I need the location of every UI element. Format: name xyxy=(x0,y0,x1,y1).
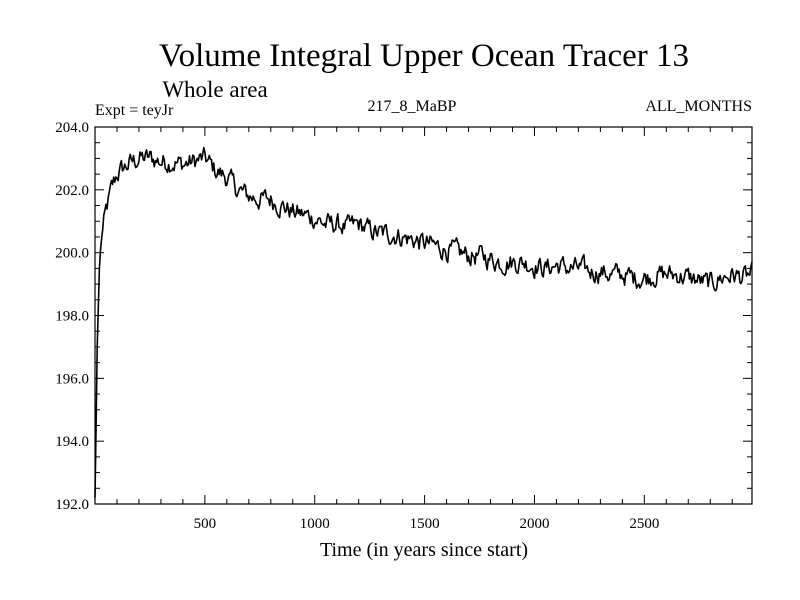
x-tick-label: 2500 xyxy=(629,516,659,532)
y-tick-label: 202.0 xyxy=(55,183,89,199)
y-tick-label: 198.0 xyxy=(55,309,89,325)
annotation-months: ALL_MONTHS xyxy=(645,98,752,115)
x-tick-label: 1000 xyxy=(300,516,330,532)
y-tick-label: 192.0 xyxy=(55,497,89,513)
annotation-period: 217_8_MaBP xyxy=(368,98,457,115)
x-tick-label: 500 xyxy=(194,516,217,532)
y-axis-tick-labels: 192.0 194.0 196.0 198.0 200.0 202.0 204.0 xyxy=(55,120,89,513)
y-axis-ticks xyxy=(95,126,752,505)
x-axis-ticks xyxy=(116,127,733,504)
plot-frame xyxy=(94,126,753,505)
y-tick-label: 196.0 xyxy=(55,371,89,387)
chart-subtitle: Whole area xyxy=(162,77,267,102)
y-tick-label: 200.0 xyxy=(55,246,89,262)
x-tick-label: 1500 xyxy=(410,516,440,532)
x-axis-label: Time (in years since start) xyxy=(320,539,528,561)
y-tick-label: 194.0 xyxy=(55,434,89,450)
annotation-experiment: Expt = teyJr xyxy=(95,102,174,119)
x-tick-label: 2000 xyxy=(519,516,549,532)
chart-title: Volume Integral Upper Ocean Tracer 13 xyxy=(159,38,689,74)
series-line-tracer-13 xyxy=(94,146,753,498)
y-tick-label: 204.0 xyxy=(55,120,89,136)
x-axis-tick-labels: 500 1000 1500 2000 2500 xyxy=(194,516,660,532)
